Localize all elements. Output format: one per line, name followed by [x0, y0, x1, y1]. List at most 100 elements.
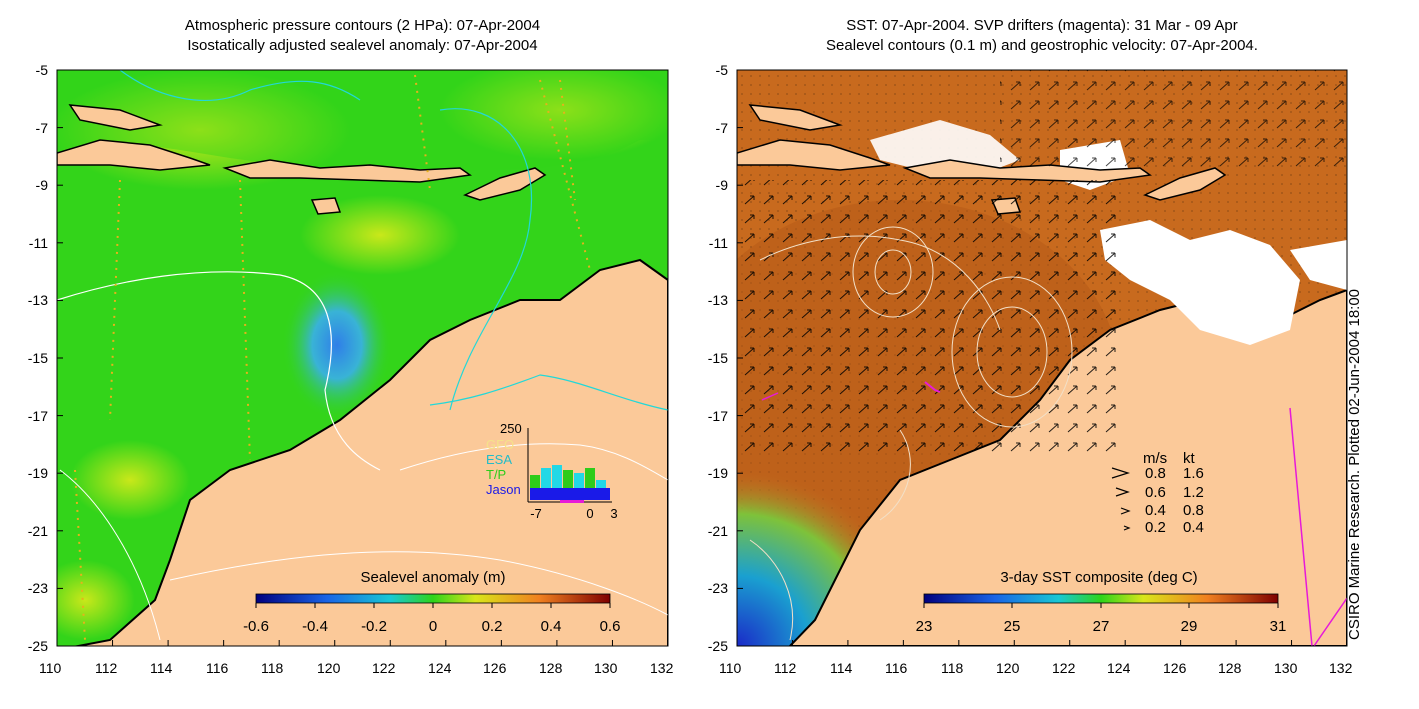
- svp-drifter-track: [1289, 407, 1313, 646]
- x-tick: 116: [885, 660, 908, 676]
- java-island: [737, 139, 891, 171]
- histogram-ymax: 250: [500, 421, 522, 436]
- y-tick: -25: [707, 638, 728, 654]
- x-tick: 130: [1274, 660, 1298, 676]
- java-island: [57, 139, 211, 171]
- colorbar-tick: 31: [1270, 618, 1287, 635]
- altimeter-tracks: [74, 74, 591, 641]
- timor-island: [1143, 167, 1227, 201]
- x-tick: 128: [539, 660, 563, 676]
- velocity-key-ms: 0.4: [1145, 502, 1166, 519]
- y-tick: -5: [35, 62, 48, 78]
- sumba-island: [310, 197, 342, 215]
- colorbar-tick: 0.2: [482, 618, 503, 635]
- small-island: [748, 104, 843, 131]
- x-tick: 120: [996, 660, 1020, 676]
- left-title-line1: Atmospheric pressure contours (2 HPa): 0…: [184, 17, 541, 34]
- x-tick: 132: [650, 660, 674, 676]
- sealevel-contours: [749, 226, 1073, 641]
- sst-colorbar-gradient: [923, 593, 1279, 604]
- y-tick: -23: [27, 580, 48, 596]
- colorbar-tick: 0.4: [541, 618, 562, 635]
- y-tick: -11: [708, 235, 728, 251]
- y-tick: -7: [715, 120, 728, 136]
- velocity-key-kt: 1.6: [1183, 465, 1204, 482]
- small-island: [68, 104, 163, 131]
- left-yellow-patch: [70, 440, 190, 520]
- legend-tp: T/P: [486, 467, 506, 482]
- pressure-contour: [429, 374, 668, 411]
- y-tick: -13: [707, 292, 728, 308]
- right-map: [737, 70, 1347, 646]
- histogram-xtick: 0: [586, 506, 593, 521]
- sealevel-colorbar-title: Sealevel anomaly (m): [360, 569, 505, 586]
- velocity-key-kt: 1.2: [1183, 484, 1204, 501]
- y-tick: -9: [35, 177, 48, 193]
- velocity-key-kt: 0.8: [1183, 502, 1204, 519]
- pressure-contour: [59, 469, 161, 641]
- x-tick: 126: [483, 660, 507, 676]
- velocity-key-arrow: [1123, 525, 1131, 531]
- x-tick: 124: [1107, 660, 1131, 676]
- histogram-bars: [530, 488, 610, 500]
- cloud-mask: [1290, 240, 1347, 290]
- y-tick: -17: [27, 408, 48, 424]
- credit-label: CSIRO Marine Research. Plotted 02-Jun-20…: [1346, 288, 1363, 640]
- sst-colorbar-title: 3-day SST composite (deg C): [1000, 569, 1197, 586]
- australia-landmass: [72, 258, 668, 646]
- velocity-key-kt: 0.4: [1183, 519, 1204, 536]
- y-tick: -9: [715, 177, 728, 193]
- x-tick: 112: [95, 660, 118, 676]
- y-tick: -11: [28, 235, 48, 251]
- y-tick: -15: [27, 350, 48, 366]
- velocity-key-header-ms: m/s: [1143, 450, 1167, 467]
- svp-drifter-track: [924, 381, 941, 393]
- pressure-contour: [119, 70, 361, 101]
- legend-gfo: GFO: [486, 437, 514, 452]
- right-title-line1: SST: 07-Apr-2004. SVP drifters (magenta)…: [846, 17, 1238, 34]
- altimeter-histogram: 250 GFO ESA T/P Jason -7 0 3: [486, 421, 618, 521]
- pressure-contour: [57, 271, 381, 471]
- x-tick: 132: [1329, 660, 1353, 676]
- sealevel-colorbar: Sealevel anomaly (m) -0.6 -0.4 -0.2 0 0.…: [243, 569, 620, 635]
- colorbar-tick: -0.6: [243, 618, 269, 635]
- x-tick: 118: [261, 660, 284, 676]
- x-tick: 118: [941, 660, 964, 676]
- left-yellow-patch: [300, 195, 460, 275]
- lesser-sunda-islands: [902, 159, 1152, 183]
- geostrophic-velocity-arrows: [737, 180, 1117, 460]
- velocity-key-ms: 0.8: [1145, 465, 1166, 482]
- x-tick: 126: [1163, 660, 1187, 676]
- x-tick: 116: [206, 660, 229, 676]
- legend-jason: Jason: [486, 482, 521, 497]
- y-tick: -5: [715, 62, 728, 78]
- left-yellow-patch: [57, 560, 135, 640]
- velocity-key-arrow: [1111, 467, 1131, 479]
- left-yellow-patch: [440, 70, 668, 160]
- y-tick: -19: [27, 465, 48, 481]
- x-tick: 128: [1218, 660, 1242, 676]
- x-tick: 130: [594, 660, 618, 676]
- left-title-line2: Isostatically adjusted sealevel anomaly:…: [187, 37, 538, 54]
- left-title: Atmospheric pressure contours (2 HPa): 0…: [57, 16, 668, 56]
- left-map: [57, 70, 668, 646]
- colorbar-tick: 0: [429, 618, 437, 635]
- colorbar-tick: 0.6: [600, 618, 621, 635]
- velocity-key-header-kt: kt: [1183, 450, 1196, 467]
- x-tick: 120: [317, 660, 341, 676]
- colorbar-tick: 25: [1004, 618, 1021, 635]
- right-title-line2: Sealevel contours (0.1 m) and geostrophi…: [826, 37, 1258, 54]
- x-tick: 110: [719, 660, 742, 676]
- svp-drifter-track: [1313, 597, 1347, 646]
- sealevel-colorbar-gradient: [255, 593, 611, 604]
- y-tick: -15: [707, 350, 728, 366]
- colorbar-tick: -0.4: [302, 618, 328, 635]
- geostrophic-velocity-arrows: [1000, 70, 1347, 170]
- velocity-key-ms: 0.2: [1145, 519, 1166, 536]
- y-tick: -17: [707, 408, 728, 424]
- axis-tickmarks: [56, 69, 1348, 647]
- y-tick: -25: [27, 638, 48, 654]
- y-tick: -23: [707, 580, 728, 596]
- cloud-mask: [1100, 220, 1300, 345]
